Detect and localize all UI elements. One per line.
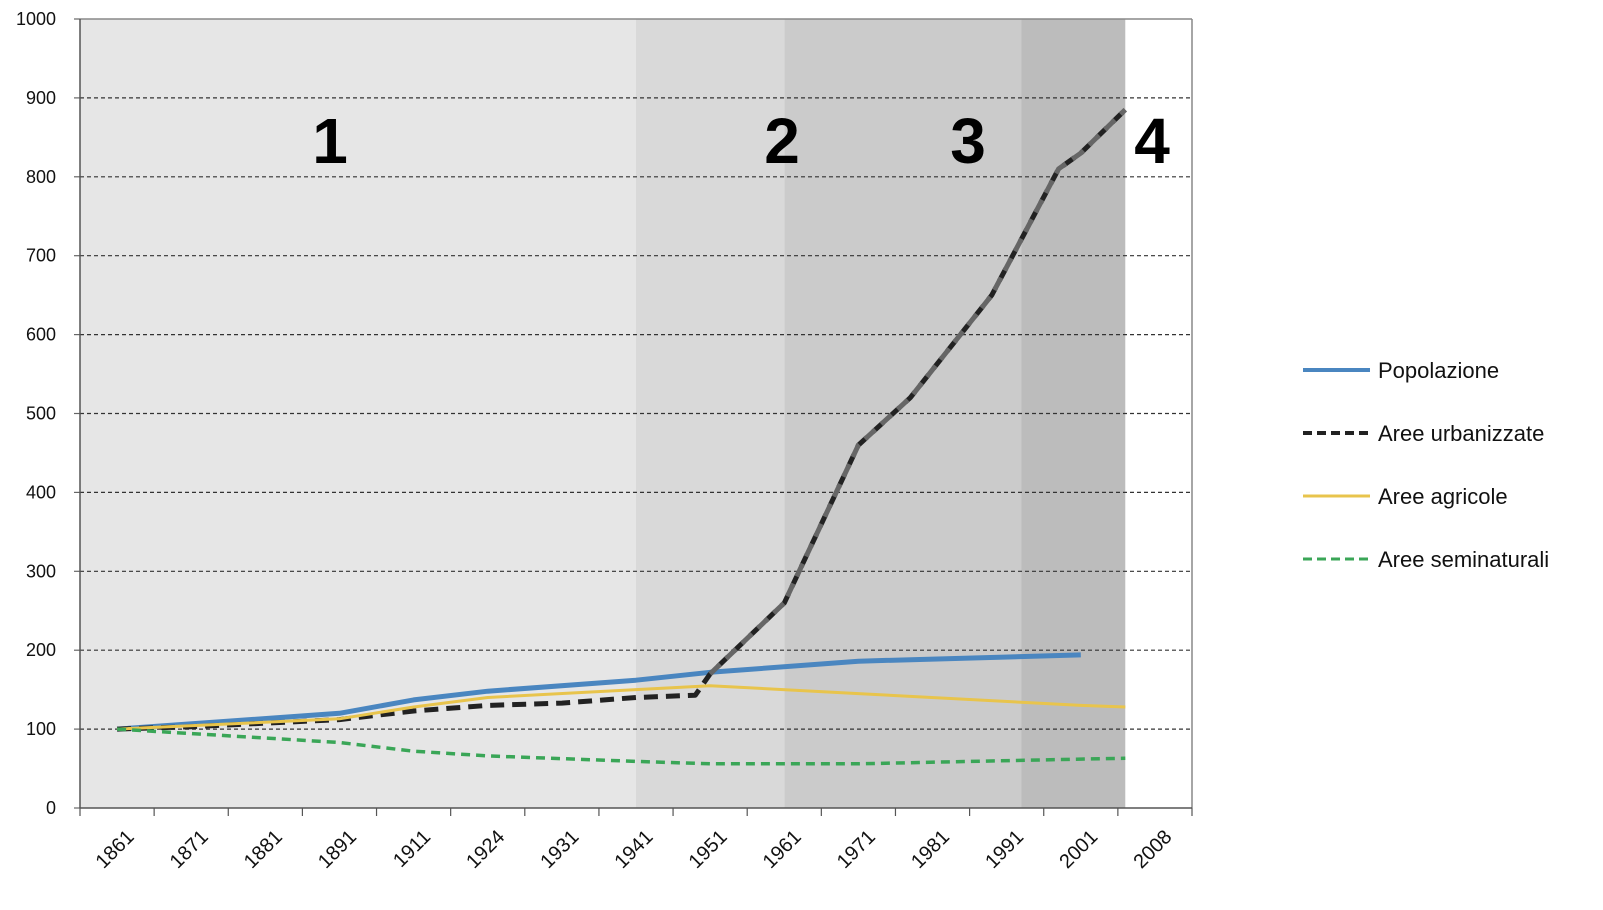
x-tick-label: 1861: [92, 826, 139, 873]
legend-label: Aree seminaturali: [1378, 547, 1549, 572]
y-tick-label: 0: [46, 798, 56, 818]
y-tick-label: 900: [26, 88, 56, 108]
y-tick-label: 200: [26, 640, 56, 660]
legend-label: Aree urbanizzate: [1378, 421, 1544, 446]
phase-band-4: [1021, 19, 1126, 808]
series-line-late-segment: [708, 107, 1128, 676]
phase-label-2: 2: [764, 105, 800, 177]
y-tick-label: 600: [26, 325, 56, 345]
gridlines: [80, 97, 1192, 730]
phase-label-4: 4: [1134, 105, 1170, 177]
y-tick-label: 400: [26, 482, 56, 502]
legend-label: Popolazione: [1378, 358, 1499, 383]
x-tick-label: 1871: [166, 826, 213, 873]
y-tick-label: 500: [26, 404, 56, 424]
y-tick-label: 700: [26, 246, 56, 266]
x-tick-label: 1941: [611, 826, 658, 873]
phase-labels: 1 2 3 4: [312, 105, 1170, 177]
series-line-aree-seminaturali: [116, 727, 1126, 766]
x-tick-label: 1881: [240, 826, 287, 873]
phase-label-1: 1: [312, 105, 348, 177]
y-tick-label: 100: [26, 719, 56, 739]
series-line-aree-agricole: [117, 684, 1126, 731]
x-tick-label: 1911: [389, 826, 435, 872]
phase-label-3: 3: [950, 105, 986, 177]
x-tick-label: 1891: [314, 826, 361, 873]
x-tick-label: 1991: [981, 826, 1028, 873]
x-tick-label: 1981: [907, 826, 954, 873]
x-tick-label: 2001: [1055, 826, 1102, 873]
y-tick-label: 800: [26, 167, 56, 187]
x-tick-label: 1971: [833, 826, 880, 873]
series-lines: [116, 107, 1128, 766]
series-line-popolazione: [116, 652, 1081, 732]
x-tick-label: 1951: [685, 826, 732, 873]
x-tick-label: 1931: [536, 826, 583, 873]
x-tick-label: 1924: [462, 826, 509, 873]
series-line-aree-urbanizzate: [117, 107, 1128, 732]
y-tick-label: 300: [26, 561, 56, 581]
x-tick-label: 2008: [1129, 826, 1176, 873]
x-tick-label: 1961: [759, 826, 806, 873]
legend-label: Aree agricole: [1378, 484, 1508, 509]
y-tick-label: 1000: [16, 9, 56, 29]
legend: Popolazione Aree urbanizzate Aree agricole…: [1303, 358, 1549, 572]
